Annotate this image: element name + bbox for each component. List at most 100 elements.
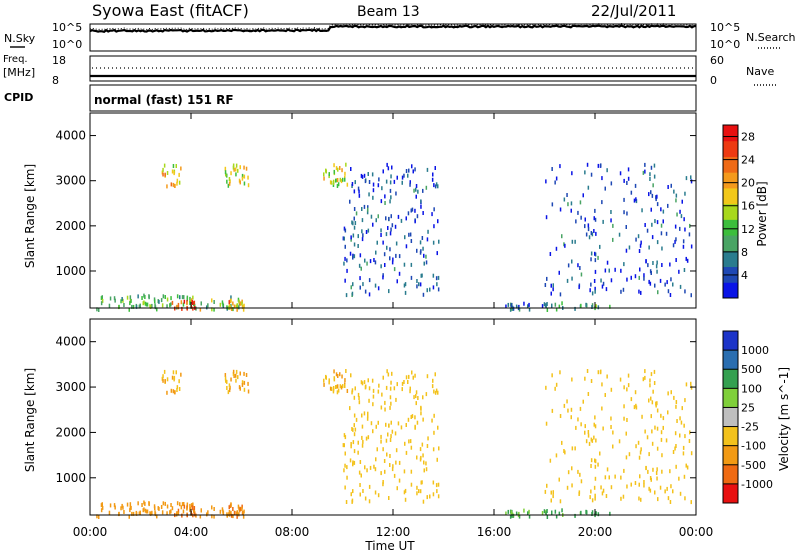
data-cell: [337, 374, 339, 378]
data-cell: [396, 486, 398, 491]
data-cell: [625, 225, 627, 229]
velocity-colorbar-band: [723, 464, 738, 485]
data-cell: [578, 285, 580, 290]
station-title: Syowa East (fitACF): [92, 1, 249, 20]
data-cell: [563, 449, 565, 453]
data-cell: [594, 496, 596, 501]
data-cell: [585, 302, 587, 307]
data-cell: [579, 200, 582, 205]
data-cell: [364, 385, 367, 390]
data-cell: [416, 214, 419, 219]
data-cell: [650, 190, 652, 195]
data-cell: [195, 306, 197, 311]
data-cell: [410, 482, 413, 487]
data-cell: [643, 483, 645, 488]
data-cell: [123, 303, 125, 307]
data-cell: [606, 168, 608, 173]
data-cell: [686, 258, 689, 263]
velocity-colorbar-label: 500: [741, 363, 762, 376]
data-cell: [353, 449, 356, 454]
data-cell: [230, 513, 233, 518]
data-cell: [389, 463, 391, 467]
data-cell: [634, 481, 637, 485]
data-cell: [365, 230, 368, 234]
data-cell: [394, 224, 397, 229]
data-cell: [374, 467, 377, 472]
data-cell: [423, 261, 425, 266]
data-cell: [367, 411, 369, 416]
data-cell: [135, 511, 138, 516]
data-cell: [421, 273, 423, 278]
data-cell: [546, 515, 549, 519]
data-cell: [114, 505, 116, 510]
data-cell: [665, 438, 668, 443]
data-cell: [404, 488, 407, 493]
data-cell: [614, 474, 616, 479]
data-cell: [377, 286, 380, 291]
data-cell: [433, 389, 435, 394]
data-cell: [230, 295, 232, 300]
data-cell: [354, 427, 357, 432]
data-cell: [243, 509, 245, 514]
data-cell: [389, 256, 391, 261]
data-cell: [620, 475, 622, 480]
data-cell: [523, 508, 525, 513]
data-cell: [590, 458, 593, 463]
data-cell: [431, 384, 434, 389]
data-cell: [679, 226, 681, 231]
data-cell: [139, 303, 141, 308]
data-cell: [427, 436, 429, 441]
data-cell: [211, 298, 213, 303]
power-colorbar-label: 12: [741, 223, 755, 236]
data-cell: [675, 400, 678, 404]
data-cell: [546, 302, 548, 306]
data-cell: [684, 227, 686, 232]
data-cell: [685, 176, 688, 181]
data-cell: [408, 232, 410, 237]
data-cell: [554, 302, 557, 307]
data-cell: [655, 471, 658, 475]
data-cell: [156, 307, 158, 312]
data-cell: [566, 485, 569, 490]
data-cell: [382, 273, 384, 278]
data-cell: [178, 172, 180, 177]
data-cell: [148, 502, 150, 507]
data-cell: [433, 183, 435, 188]
data-cell: [408, 439, 410, 444]
data-cell: [627, 383, 630, 388]
data-cell: [423, 460, 425, 465]
data-cell: [170, 182, 173, 187]
data-cell: [380, 439, 382, 444]
data-cell: [361, 413, 363, 418]
data-cell: [690, 385, 693, 390]
data-cell: [432, 172, 434, 177]
data-cell: [230, 303, 232, 308]
data-cell: [386, 245, 388, 250]
data-cell: [335, 385, 337, 389]
data-cell: [236, 307, 238, 312]
data-cell: [357, 440, 359, 445]
data-cell: [667, 410, 669, 415]
data-cell: [408, 168, 410, 173]
data-cell: [225, 172, 227, 177]
data-cell: [183, 504, 186, 509]
data-cell: [352, 489, 354, 494]
data-cell: [96, 307, 98, 312]
data-cell: [610, 218, 612, 223]
data-cell: [505, 511, 507, 516]
data-cell: [554, 509, 557, 514]
data-cell: [587, 392, 590, 396]
data-cell: [606, 374, 608, 379]
data-cell: [179, 502, 181, 507]
data-cell: [420, 199, 422, 204]
data-cell: [232, 507, 234, 511]
data-cell: [332, 387, 335, 392]
data-cell: [386, 369, 388, 374]
data-cell: [226, 305, 228, 310]
data-cell: [555, 307, 558, 312]
data-cell: [380, 434, 382, 439]
data-cell: [425, 260, 428, 265]
data-cell: [352, 282, 354, 287]
data-cell: [614, 267, 616, 272]
data-cell: [230, 307, 233, 311]
